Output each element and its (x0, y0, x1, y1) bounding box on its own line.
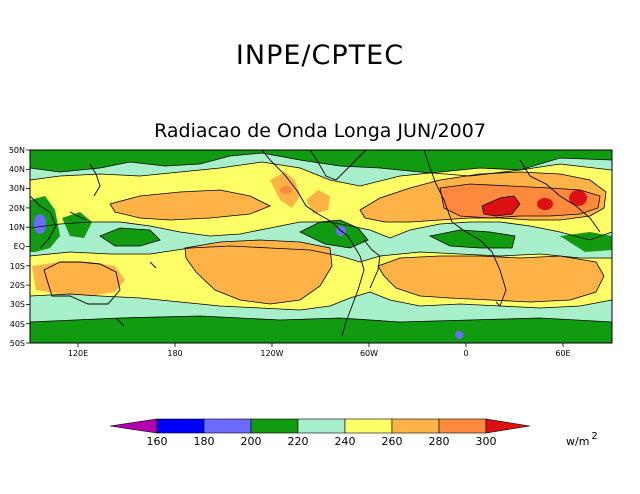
colorbar-label: 220 (288, 435, 309, 448)
lat-label: 40N (9, 165, 25, 174)
lat-label: 10N (9, 223, 25, 232)
map-subtitle: Radiacao de Onda Longa JUN/2007 (154, 120, 486, 142)
lon-label: 60E (555, 349, 570, 358)
lon-label: 180 (167, 349, 182, 358)
colorbar-label: 280 (429, 435, 450, 448)
colorbar-segment (203, 418, 252, 434)
convection-core-west-pacific (34, 214, 46, 234)
page-title: INPE/CPTEC (235, 40, 405, 71)
lat-label: 30N (9, 184, 25, 193)
lat-label: 10S (10, 262, 25, 271)
colorbar-arrow-high (485, 418, 531, 434)
contour-lines (30, 152, 612, 323)
unit-exponent: 2 (591, 431, 598, 442)
lat-label: 20S (10, 281, 25, 290)
colorbar-arrow-low (109, 418, 158, 434)
axis-ticks (26, 149, 564, 347)
sahara-hot-region (440, 184, 600, 218)
lon-label: 0 (463, 349, 468, 358)
colorbar-label: 300 (476, 435, 497, 448)
coastlines (30, 150, 601, 337)
colorbar-segment (297, 418, 346, 434)
colorbar-segment (156, 418, 205, 434)
sahara-max-region (482, 196, 520, 216)
lat-label: EQ (14, 242, 25, 251)
colorbar-label: 180 (194, 435, 215, 448)
longitude-labels: 120E 180 120W 60W 0 60E (68, 349, 571, 358)
colorbar-label: 160 (147, 435, 168, 448)
colorbar: 160 180 200 220 240 260 280 300 (109, 418, 531, 448)
australia-orange (32, 262, 125, 296)
north-orange-band (110, 190, 270, 220)
colorbar-label: 200 (241, 435, 262, 448)
south-atlantic-orange (378, 256, 604, 302)
colorbar-segment (438, 418, 487, 434)
unit-base: w/m (566, 435, 590, 448)
colorbar-segment (391, 418, 440, 434)
colorbar-label: 240 (335, 435, 356, 448)
colorbar-segment (344, 418, 393, 434)
lat-label: 20N (9, 204, 25, 213)
lon-label: 120E (68, 349, 88, 358)
lat-label: 50N (9, 146, 25, 155)
itcz-green (100, 228, 160, 246)
lon-label: 120W (260, 349, 283, 358)
lon-label: 60W (360, 349, 378, 358)
colorbar-segment (250, 418, 299, 434)
colorbar-label: 260 (382, 435, 403, 448)
lat-label: 50S (10, 339, 25, 348)
south-pacific-orange (185, 240, 332, 304)
colorbar-unit: w/m 2 (566, 431, 598, 448)
south-green-band (30, 316, 612, 343)
olr-field (30, 150, 612, 343)
latitude-labels: 50N 40N 30N 20N 10N EQ 10S 20S 30S 40S 5… (9, 146, 25, 348)
lat-label: 40S (10, 320, 25, 329)
lat-label: 30S (10, 300, 25, 309)
